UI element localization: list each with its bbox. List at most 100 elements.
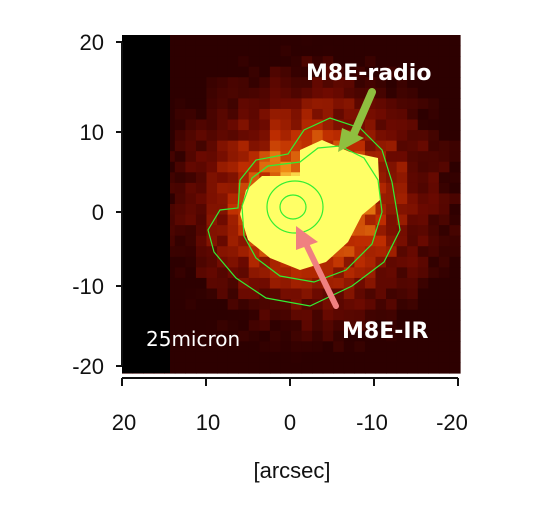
map-pixel <box>301 299 313 311</box>
map-pixel <box>195 330 208 342</box>
map-pixel <box>248 151 260 163</box>
map-pixel <box>248 140 260 152</box>
map-pixel <box>174 140 186 152</box>
map-pixel <box>185 193 197 205</box>
map-pixel <box>217 320 229 332</box>
map-pixel <box>417 87 429 99</box>
map-pixel <box>375 299 387 311</box>
map-pixel <box>291 341 303 353</box>
map-pixel <box>343 362 355 374</box>
map-pixel <box>407 225 419 237</box>
map-pixel <box>227 204 239 216</box>
map-pixel <box>407 130 419 142</box>
map-pixel <box>396 108 408 121</box>
label-m8e-radio: M8E-radio <box>306 61 431 86</box>
x-tick-neg20: -20 <box>436 410 468 435</box>
map-pixel <box>291 277 303 290</box>
map-pixel <box>396 267 408 279</box>
map-pixel <box>206 108 218 121</box>
map-pixel <box>280 288 292 300</box>
map-pixel <box>238 98 250 110</box>
map-pixel <box>438 140 451 152</box>
map-pixel <box>174 45 186 57</box>
map-pixel <box>449 362 461 374</box>
map-pixel <box>301 35 313 47</box>
map-pixel <box>291 267 303 279</box>
map-pixel <box>438 341 451 353</box>
map-pixel <box>206 130 218 142</box>
map-pixel <box>259 56 271 68</box>
map-pixel <box>364 256 377 268</box>
map-pixel <box>227 161 239 173</box>
map-pixel <box>280 87 292 99</box>
map-pixel <box>259 130 271 142</box>
map-pixel <box>354 256 366 268</box>
map-pixel <box>364 330 377 342</box>
map-pixel <box>280 130 292 142</box>
map-pixel <box>417 151 429 163</box>
map-pixel <box>407 66 419 78</box>
map-pixel <box>343 267 355 279</box>
map-pixel <box>386 108 398 121</box>
map-pixel <box>333 277 345 290</box>
map-pixel <box>407 108 419 121</box>
map-pixel <box>375 151 387 163</box>
map-pixel <box>375 56 387 68</box>
map-pixel <box>195 214 208 226</box>
map-pixel <box>312 66 324 78</box>
map-pixel <box>438 182 451 195</box>
map-pixel <box>364 235 377 247</box>
map-pixel <box>375 351 387 364</box>
map-pixel <box>417 172 429 184</box>
map-pixel <box>301 309 313 321</box>
map-pixel <box>227 246 239 258</box>
map-pixel <box>259 288 271 300</box>
map-pixel <box>227 140 239 152</box>
map-pixel <box>375 130 387 142</box>
map-pixel <box>227 56 239 68</box>
map-pixel <box>269 309 282 321</box>
map-pixel <box>195 182 208 195</box>
map-pixel <box>185 172 197 184</box>
map-pixel <box>195 56 208 68</box>
map-pixel <box>386 204 398 216</box>
map-pixel <box>417 277 429 290</box>
map-pixel <box>206 256 218 268</box>
map-pixel <box>227 320 239 332</box>
map-pixel <box>259 341 271 353</box>
map-pixel <box>364 108 377 121</box>
intensity-map <box>122 35 461 374</box>
contour-middle <box>241 145 383 283</box>
map-pixel <box>386 130 398 142</box>
map-pixel <box>396 45 408 57</box>
map-pixel <box>375 66 387 78</box>
map-pixel <box>280 330 292 342</box>
map-pixel <box>386 299 398 311</box>
map-pixel <box>185 299 197 311</box>
map-pixel <box>280 320 292 332</box>
map-pixel <box>354 56 366 68</box>
map-pixel <box>227 87 239 99</box>
map-pixel <box>428 130 440 142</box>
map-pixel <box>396 246 408 258</box>
map-pixel <box>354 77 366 89</box>
map-pixel <box>386 277 398 290</box>
map-pixel <box>291 87 303 99</box>
map-pixel <box>364 204 377 216</box>
map-pixel <box>227 151 239 163</box>
map-pixel <box>407 151 419 163</box>
map-pixel <box>185 267 197 279</box>
map-pixel <box>238 362 250 374</box>
map-pixel <box>217 330 229 342</box>
map-pixel <box>185 320 197 332</box>
x-axis-title: [arcsec] <box>253 458 330 483</box>
map-pixel <box>174 214 186 226</box>
map-pixel <box>195 119 208 131</box>
map-pixel <box>217 193 229 205</box>
map-pixel <box>206 45 218 57</box>
map-pixel <box>195 288 208 300</box>
map-pixel <box>396 362 408 374</box>
map-pixel <box>449 320 461 332</box>
x-tick-10: 10 <box>196 410 220 435</box>
map-pixel <box>375 330 387 342</box>
